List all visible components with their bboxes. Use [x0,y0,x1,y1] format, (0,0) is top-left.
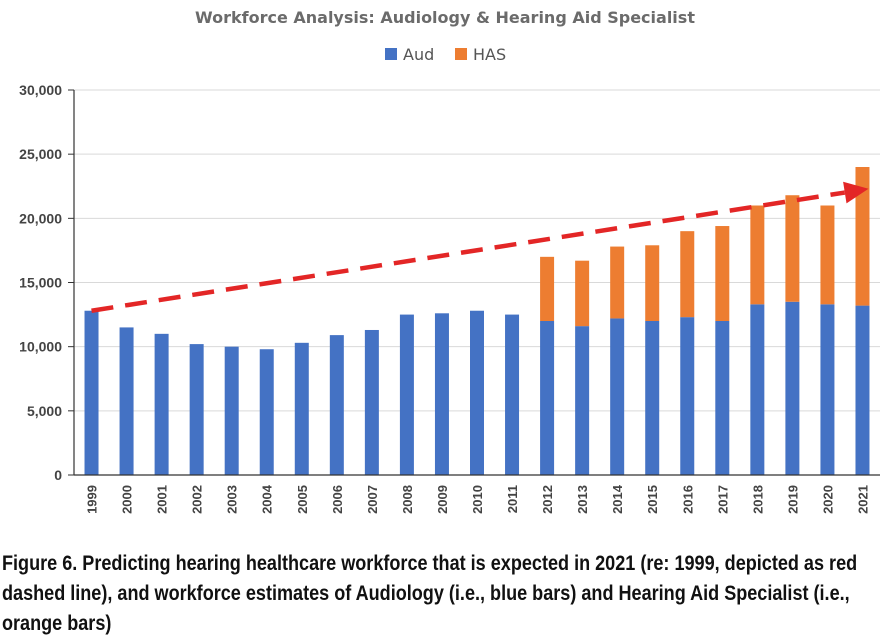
y-tick-label: 5,000 [27,403,62,419]
x-tick-label: 2015 [645,485,660,514]
chart-title: Workforce Analysis: Audiology & Hearing … [195,8,695,27]
x-tick-label: 2020 [820,485,835,514]
x-tick-label: 2010 [470,485,485,514]
bar-aud [224,346,239,475]
bar-aud [785,301,800,475]
bar-has [680,231,695,318]
x-tick-label: 2009 [435,485,450,514]
x-tick-label: 2006 [330,485,345,514]
x-tick-label: 1999 [85,485,100,514]
trend-arrowhead [843,181,869,204]
bar-has [820,205,835,305]
bar-has [750,205,765,305]
figure-caption: Figure 6. Predicting hearing healthcare … [2,552,858,635]
y-tick-label: 20,000 [19,210,62,226]
bar-aud [820,304,835,475]
x-tick-label: 2016 [680,485,695,514]
bar-aud [715,321,730,475]
bars [84,167,870,475]
y-tick-label: 0 [54,467,62,483]
x-tick-label: 2017 [715,485,730,514]
bar-aud [505,314,520,475]
x-tick-label: 2012 [540,485,555,514]
bar-has [645,245,660,321]
bar-aud [119,327,134,475]
bar-aud [329,335,344,475]
bar-aud [399,314,414,475]
axes [73,90,880,476]
x-tick-label: 2018 [750,485,765,514]
bar-has [785,195,800,302]
bar-aud [750,304,765,475]
bar-has [715,226,730,321]
x-tick-label: 2011 [505,485,520,513]
x-axis-ticks: 1999 2000 2001 2002 2003 2004 2005 2006 2007 2008… [85,484,871,514]
legend-swatch-has [455,48,467,60]
x-tick-label: 2001 [155,485,170,514]
bar-aud [294,342,309,475]
y-axis-ticks: 0 5,000 10,000 15,000 20,000 25,000 30,000 [19,82,74,483]
bar-aud [540,321,555,475]
x-tick-label: 2019 [785,485,800,514]
bar-aud [610,318,625,475]
y-tick-label: 30,000 [19,82,62,98]
legend-label-aud: Aud [403,45,434,64]
x-tick-label: 2014 [610,484,625,514]
x-tick-label: 2002 [190,485,205,514]
x-tick-label: 2008 [400,485,415,514]
trend-line-group [91,181,869,313]
bar-aud [680,317,695,475]
legend-swatch-aud [385,48,397,60]
x-tick-label: 2003 [225,485,240,514]
x-tick-label: 2013 [575,485,590,514]
y-tick-label: 25,000 [19,146,62,162]
chart: Workforce Analysis: Audiology & Hearing … [19,8,880,514]
x-tick-label: 2021 [855,485,870,514]
x-tick-label: 2004 [260,484,275,514]
x-tick-label: 2000 [120,485,135,514]
bar-aud [189,344,204,475]
bar-has [575,260,590,327]
bar-aud [434,313,449,475]
trend-line [91,190,846,313]
legend: Aud HAS [385,45,506,64]
bar-aud [84,310,99,475]
x-tick-label: 2007 [365,485,380,514]
bar-aud [855,305,870,475]
bar-aud [154,333,169,475]
legend-label-has: HAS [473,45,506,64]
bar-has [855,167,870,306]
x-tick-label: 2005 [295,485,310,514]
bar-aud [470,310,484,475]
bar-aud [259,349,274,475]
bar-has [540,256,555,321]
bar-aud [575,326,590,475]
bar-has [610,246,625,319]
y-tick-label: 10,000 [19,339,62,355]
gridlines [74,89,880,412]
bar-aud [645,321,660,475]
bar-aud [364,329,379,475]
y-tick-label: 15,000 [19,275,62,291]
